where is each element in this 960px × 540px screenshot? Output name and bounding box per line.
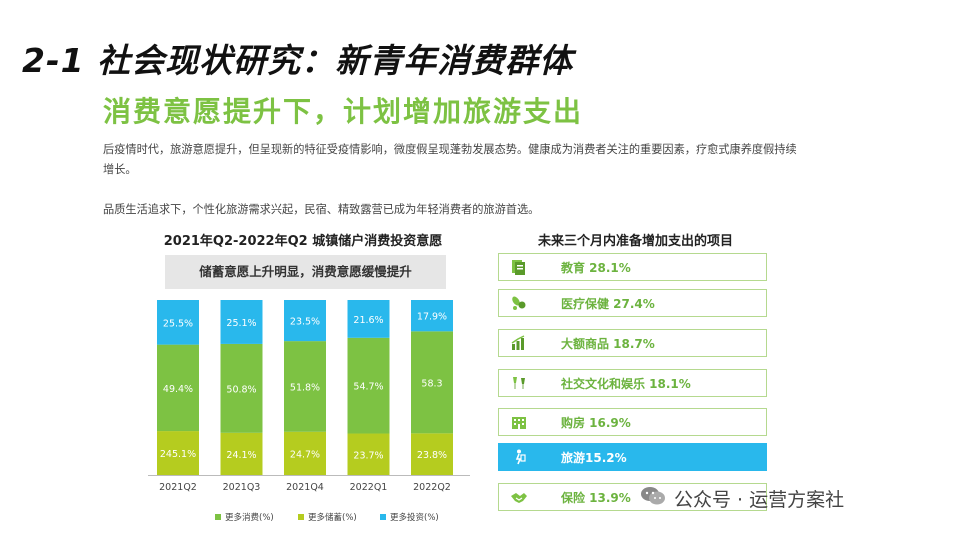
page-subtitle: 消费意愿提升下，计划增加旅游支出 <box>103 95 584 128</box>
bar-segment <box>220 343 263 433</box>
bar-segment <box>411 433 453 475</box>
intro-paragraph: 后疫情时代，旅游意愿提升，但呈现新的特征受疫情影响，微度假呈现蓬勃发展态势。健康… <box>103 143 797 176</box>
spending-item-label: 大额商品 18.7% <box>561 336 655 351</box>
spending-item-label: 保险 13.9% <box>561 490 631 505</box>
spending-item-label: 教育 28.1% <box>561 260 631 275</box>
legend-swatch <box>298 514 304 520</box>
data-label: 23.8% <box>417 450 447 461</box>
watermark-text: 公众号 · 运营方案社 <box>674 489 845 511</box>
data-label: 17.9% <box>417 312 447 323</box>
wechat-icon <box>640 485 666 512</box>
handshake-icon <box>499 488 539 506</box>
data-label: 23.7% <box>353 450 383 461</box>
bar-segment <box>157 431 199 475</box>
data-label: 51.8% <box>290 382 320 393</box>
legend-label: 更多投资(%) <box>390 512 439 523</box>
travel-icon <box>499 448 539 466</box>
bar-segment <box>411 331 453 434</box>
spending-item-insurance: 保险 13.9% <box>498 483 767 511</box>
legend-label: 更多消费(%) <box>225 512 274 523</box>
bar-segment <box>347 433 390 475</box>
data-label: 24.1% <box>226 450 256 461</box>
data-label: 58.3 <box>421 378 442 389</box>
cheers-icon <box>499 374 539 392</box>
data-label: 49.4% <box>163 384 193 395</box>
legend-swatch <box>380 514 386 520</box>
book-icon <box>499 258 539 276</box>
stacked-bar-chart: 245.1% 49.4% 25.5% 2021Q2 24.1% 50.8% 25.1% 202… <box>148 300 470 523</box>
spending-item-label: 购房 16.9% <box>561 415 631 430</box>
spending-item-education: 教育 28.1% <box>498 253 767 281</box>
bar-segment <box>220 432 263 475</box>
x-tick-label: 2022Q2 <box>413 482 451 493</box>
spending-item-housing: 购房 16.9% <box>498 408 767 436</box>
bar-segment <box>411 300 453 332</box>
spending-item-travel: 旅游15.2% <box>498 443 767 471</box>
bar-segment <box>157 344 199 432</box>
data-label: 54.7% <box>353 382 383 393</box>
pills-icon <box>499 294 539 312</box>
data-label: 24.7% <box>290 449 320 460</box>
bar-segment <box>284 300 326 342</box>
spending-items-title: 未来三个月内准备增加支出的项目 <box>537 234 733 249</box>
bar-segment <box>157 300 199 345</box>
data-label: 25.1% <box>226 318 256 329</box>
x-tick-label: 2021Q3 <box>223 482 261 493</box>
x-tick-label: 2021Q4 <box>286 482 324 493</box>
data-label: 50.8% <box>226 384 256 395</box>
data-label: 25.5% <box>163 318 193 329</box>
spending-item-label: 社交文化和娱乐 18.1% <box>561 376 691 391</box>
x-tick-label: 2021Q2 <box>159 482 197 493</box>
spending-item-healthcare: 医疗保健 27.4% <box>498 289 767 317</box>
x-tick-label: 2022Q1 <box>350 482 388 493</box>
bar-chart-icon <box>499 334 539 352</box>
bar-segment <box>284 341 326 432</box>
bar-segment <box>347 337 390 434</box>
data-label: 245.1% <box>160 449 196 460</box>
house-icon <box>499 413 539 431</box>
watermark: 公众号 · 运营方案社 <box>640 485 844 512</box>
bar-segment <box>347 300 390 338</box>
chart-callout: 储蓄意愿上升明显，消费意愿缓慢提升 <box>165 255 446 289</box>
spending-item-label: 旅游15.2% <box>561 450 627 465</box>
legend-label: 更多储蓄(%) <box>308 512 357 523</box>
spending-item-social: 社交文化和娱乐 18.1% <box>498 369 767 397</box>
page-title: 2-1 社会现状研究：新青年消费群体 <box>22 41 574 80</box>
quality-paragraph: 品质生活追求下，个性化旅游需求兴起，民宿、精致露营已成为年轻消费者的旅游首选。 <box>103 203 540 216</box>
bar-segment <box>220 300 263 344</box>
data-label: 23.5% <box>290 317 320 328</box>
data-label: 21.6% <box>353 315 383 326</box>
bar-segment <box>284 431 326 475</box>
spending-item-big-ticket: 大额商品 18.7% <box>498 329 767 357</box>
spending-item-label: 医疗保健 27.4% <box>561 296 655 311</box>
legend-swatch <box>215 514 221 520</box>
chart-title: 2021年Q2-2022年Q2 城镇储户消费投资意愿 <box>163 234 443 249</box>
